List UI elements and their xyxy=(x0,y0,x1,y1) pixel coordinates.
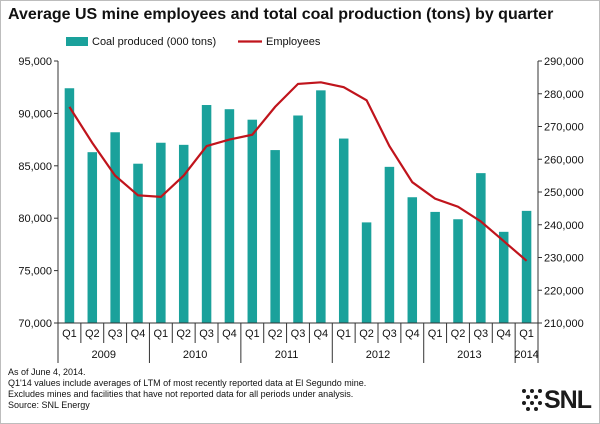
x-tick-label: Q4 xyxy=(222,328,237,340)
bar-coal-produced xyxy=(110,132,120,323)
y-left-tick-label: 95,000 xyxy=(18,56,52,68)
x-tick-label: Q4 xyxy=(405,328,420,340)
footnote-source: Source: SNL Energy xyxy=(8,400,90,410)
bar-coal-produced xyxy=(407,197,418,323)
x-tick-label: Q3 xyxy=(108,328,123,340)
x-tick-label: Q4 xyxy=(314,328,329,340)
bar-coal-produced xyxy=(270,150,280,323)
y-right-tick-label: 290,000 xyxy=(544,56,584,68)
snl-logo-text: SNL xyxy=(544,386,592,414)
bar-coal-produced xyxy=(247,119,258,323)
x-tick-label: Q3 xyxy=(291,328,306,340)
x-tick-label: Q1 xyxy=(428,328,443,340)
x-tick-label: Q1 xyxy=(154,328,169,340)
chart-title: Average US mine employees and total coal… xyxy=(8,6,554,23)
x-group-label: 2010 xyxy=(183,349,207,361)
y-left-tick-label: 85,000 xyxy=(18,161,52,173)
y-right-tick-label: 220,000 xyxy=(544,285,584,297)
x-tick-label: Q3 xyxy=(474,328,489,340)
snl-logo-dots-icon xyxy=(522,389,542,411)
bar-coal-produced xyxy=(156,142,166,323)
x-tick-label: Q1 xyxy=(62,328,77,340)
x-tick-label: Q2 xyxy=(359,328,374,340)
bar-coal-produced xyxy=(64,88,75,323)
bar-coal-produced xyxy=(133,163,143,323)
y-right-tick-label: 250,000 xyxy=(544,187,584,199)
bar-coal-produced xyxy=(224,109,235,323)
bar-coal-produced xyxy=(178,144,189,323)
bar-coal-produced xyxy=(521,210,532,323)
legend: Coal produced (000 tons) Employees xyxy=(66,36,321,48)
x-tick-label: Q2 xyxy=(176,328,191,340)
x-tick-label: Q4 xyxy=(496,328,511,340)
bar-coal-produced xyxy=(453,219,463,323)
legend-label-employees: Employees xyxy=(266,36,321,48)
y-right-tick-label: 240,000 xyxy=(544,220,584,232)
footnote-exclusions: Excludes mines and facilities that have … xyxy=(8,389,354,399)
y-left-tick-label: 80,000 xyxy=(18,213,52,225)
y-right-tick-label: 280,000 xyxy=(544,89,584,101)
footnote-date: As of June 4, 2014. xyxy=(8,367,86,377)
snl-logo: SNL xyxy=(522,386,592,414)
x-tick-label: Q1 xyxy=(519,328,534,340)
x-tick-label: Q4 xyxy=(131,328,146,340)
x-tick-label: Q3 xyxy=(382,328,397,340)
axes: 70,000 75,000 80,000 85,000 90,000 95,000 210,… xyxy=(18,56,584,363)
y-right-tick-label: 260,000 xyxy=(544,154,584,166)
y-right-tick-label: 270,000 xyxy=(544,122,584,134)
legend-label-coal-produced: Coal produced (000 tons) xyxy=(92,36,216,48)
y-right-tick-label: 230,000 xyxy=(544,253,584,265)
y-left-tick-label: 90,000 xyxy=(18,108,52,120)
bar-coal-produced xyxy=(361,222,372,323)
x-tick-label: Q2 xyxy=(451,328,466,340)
line-series-employees xyxy=(68,81,528,262)
x-group-label: 2013 xyxy=(457,349,481,361)
bar-coal-produced xyxy=(338,138,349,323)
bar-coal-produced xyxy=(293,115,303,323)
x-group-label: 2014 xyxy=(514,349,538,361)
x-group-label: 2011 xyxy=(275,349,299,361)
bar-coal-produced xyxy=(87,152,98,323)
y-left-tick-label: 75,000 xyxy=(18,266,52,278)
x-group-label: 2012 xyxy=(366,349,390,361)
bar-series-coal-produced xyxy=(64,88,532,324)
footnote-q1-2014: Q1'14 values include averages of LTM of … xyxy=(8,378,367,388)
bar-coal-produced xyxy=(498,231,509,323)
x-tick-label: Q1 xyxy=(336,328,351,340)
bar-coal-produced xyxy=(476,173,486,323)
bar-coal-produced xyxy=(201,105,212,324)
bar-coal-produced xyxy=(430,211,440,323)
y-left-tick-label: 70,000 xyxy=(18,318,52,330)
x-tick-label: Q2 xyxy=(268,328,283,340)
bar-coal-produced xyxy=(316,90,326,324)
legend-swatch-coal-produced xyxy=(66,37,88,46)
x-tick-label: Q1 xyxy=(245,328,260,340)
footnotes: As of June 4, 2014. Q1'14 values include… xyxy=(8,367,366,411)
x-tick-label: Q3 xyxy=(199,328,214,340)
x-group-label: 2009 xyxy=(91,349,115,361)
x-tick-label: Q2 xyxy=(85,328,100,340)
y-right-tick-label: 210,000 xyxy=(544,318,584,330)
bar-coal-produced xyxy=(384,166,395,323)
